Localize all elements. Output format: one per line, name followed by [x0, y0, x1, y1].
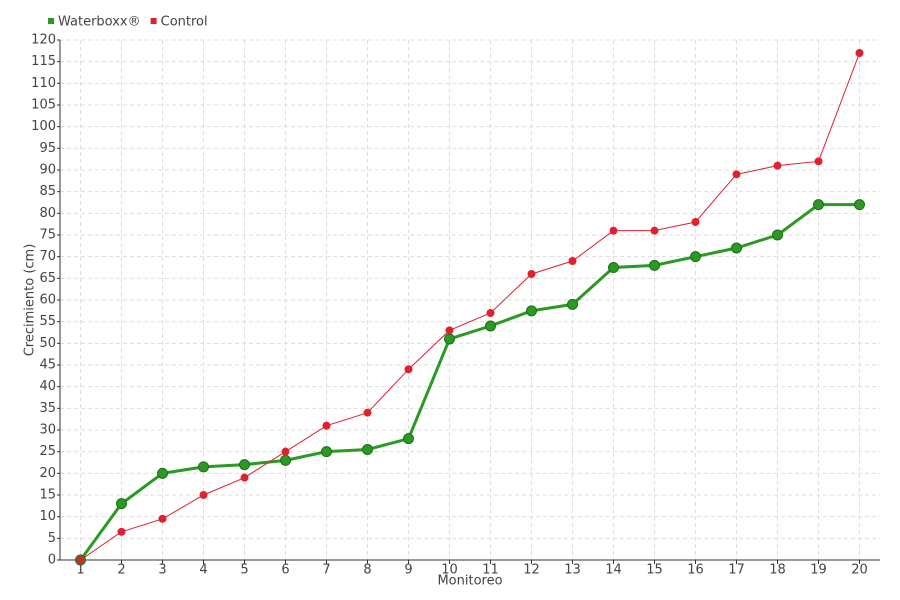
y-tick-label: 60: [39, 293, 56, 308]
data-point: [403, 433, 414, 445]
y-tick-label: 35: [39, 401, 56, 416]
x-axis-title: Monitoreo: [437, 574, 502, 589]
x-tick-label: 17: [728, 563, 745, 578]
y-tick-label: 115: [31, 54, 56, 69]
data-point: [157, 467, 168, 479]
x-tick-label: 4: [199, 563, 207, 578]
x-tick-label: 16: [687, 563, 704, 578]
data-point: [363, 408, 372, 417]
data-point: [116, 498, 127, 510]
series-line: [79, 203, 860, 561]
y-tick-label: 50: [39, 336, 56, 351]
y-tick-label: 105: [31, 98, 56, 113]
data-point: [854, 199, 865, 211]
x-tick-label: 11: [482, 563, 499, 578]
data-point: [649, 259, 660, 271]
data-point: [486, 309, 495, 317]
data-point: [855, 49, 864, 57]
data-point: [404, 365, 413, 374]
y-tick-label: 40: [39, 379, 56, 394]
x-tick-label: 19: [810, 563, 827, 578]
y-tick-label: 80: [39, 206, 56, 221]
data-point: [568, 257, 577, 265]
y-tick-label: 110: [31, 76, 56, 91]
data-point: [485, 320, 496, 332]
x-tick-label: 6: [281, 563, 289, 578]
x-tick-label: 12: [523, 563, 540, 578]
data-point: [445, 326, 454, 335]
data-point: [731, 242, 742, 254]
data-point: [567, 298, 578, 310]
data-point: [444, 333, 455, 345]
y-tick-label: 65: [39, 271, 56, 286]
x-tick-label: 14: [605, 563, 622, 578]
data-point: [281, 447, 290, 456]
data-point: [526, 305, 537, 317]
data-point: [773, 161, 782, 170]
x-tick-label: 3: [158, 563, 166, 578]
y-tick-label: 0: [48, 553, 56, 568]
y-tick-label: 85: [39, 184, 56, 199]
x-tick-label: 1: [76, 563, 84, 578]
y-tick-label: 10: [39, 509, 56, 524]
data-point: [322, 421, 331, 430]
data-point: [158, 514, 167, 523]
x-tick-label: 8: [363, 563, 371, 578]
x-tick-label: 20: [851, 563, 868, 578]
y-axis-title: Crecimiento (cm): [23, 244, 38, 357]
data-point: [280, 454, 291, 466]
data-point: [199, 491, 208, 499]
data-point: [76, 556, 85, 564]
y-tick-label: 20: [39, 466, 56, 481]
x-tick-label: 7: [322, 563, 330, 578]
y-tick-label: 45: [39, 358, 56, 373]
y-tick-label: 95: [39, 141, 56, 156]
data-point: [321, 446, 332, 458]
x-tick-label: 2: [117, 563, 125, 578]
data-point: [239, 459, 250, 471]
data-point: [813, 199, 824, 211]
y-tick-label: 100: [31, 119, 56, 134]
y-tick-label: 120: [31, 33, 56, 48]
legend-label: Control: [161, 15, 208, 30]
y-tick-label: 55: [39, 314, 56, 329]
x-tick-label: 5: [240, 563, 248, 578]
data-point: [650, 226, 659, 235]
data-point: [691, 218, 700, 226]
y-tick-label: 15: [39, 488, 56, 503]
data-point: [608, 262, 619, 273]
y-tick-label: 30: [39, 423, 56, 438]
data-point: [198, 461, 209, 473]
data-point: [117, 527, 126, 536]
data-point: [362, 444, 373, 455]
legend-label: Waterboxx®: [58, 15, 141, 30]
y-tick-label: 75: [39, 228, 56, 243]
y-tick-label: 5: [48, 531, 56, 546]
data-point: [732, 170, 741, 179]
y-tick-label: 25: [39, 444, 56, 459]
x-tick-label: 13: [564, 563, 581, 578]
legend-swatch: [48, 18, 54, 24]
series-line: [80, 52, 860, 561]
x-tick-label: 10: [441, 563, 458, 578]
x-tick-label: 15: [646, 563, 663, 578]
legend-swatch: [150, 18, 157, 24]
y-tick-label: 90: [39, 163, 56, 178]
data-point: [240, 473, 249, 482]
data-point: [527, 270, 536, 278]
data-point: [814, 157, 823, 166]
data-point: [772, 229, 783, 241]
x-tick-label: 9: [404, 563, 412, 578]
data-point: [690, 251, 701, 263]
y-tick-label: 70: [39, 249, 56, 264]
data-point: [609, 226, 618, 235]
x-tick-label: 18: [769, 563, 786, 578]
